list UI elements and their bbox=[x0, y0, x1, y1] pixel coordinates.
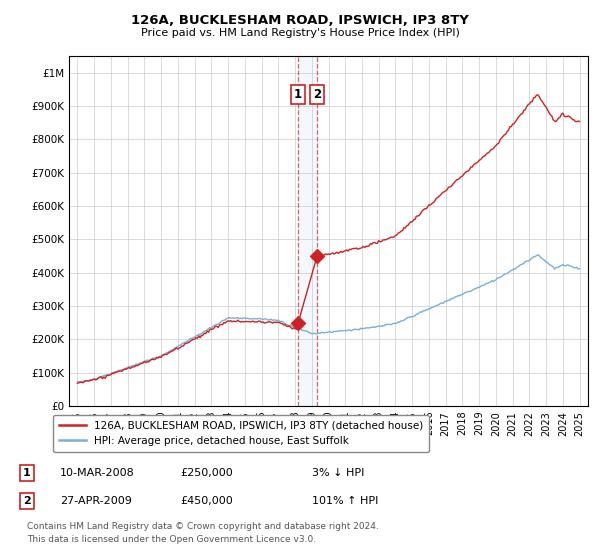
Bar bbox=[298, 56, 317, 406]
Text: Contains HM Land Registry data © Crown copyright and database right 2024.: Contains HM Land Registry data © Crown c… bbox=[27, 522, 379, 531]
Text: 2: 2 bbox=[313, 88, 321, 101]
Text: 1: 1 bbox=[294, 88, 302, 101]
Text: £450,000: £450,000 bbox=[180, 496, 233, 506]
Text: Price paid vs. HM Land Registry's House Price Index (HPI): Price paid vs. HM Land Registry's House … bbox=[140, 28, 460, 38]
Legend: 126A, BUCKLESHAM ROAD, IPSWICH, IP3 8TY (detached house), HPI: Average price, de: 126A, BUCKLESHAM ROAD, IPSWICH, IP3 8TY … bbox=[53, 414, 430, 452]
Text: 1: 1 bbox=[23, 468, 31, 478]
Text: 101% ↑ HPI: 101% ↑ HPI bbox=[312, 496, 379, 506]
Text: This data is licensed under the Open Government Licence v3.0.: This data is licensed under the Open Gov… bbox=[27, 535, 316, 544]
Text: 27-APR-2009: 27-APR-2009 bbox=[60, 496, 132, 506]
Point bbox=[313, 251, 322, 260]
Text: 3% ↓ HPI: 3% ↓ HPI bbox=[312, 468, 364, 478]
Text: 10-MAR-2008: 10-MAR-2008 bbox=[60, 468, 135, 478]
Text: 126A, BUCKLESHAM ROAD, IPSWICH, IP3 8TY: 126A, BUCKLESHAM ROAD, IPSWICH, IP3 8TY bbox=[131, 14, 469, 27]
Text: 2: 2 bbox=[23, 496, 31, 506]
Point bbox=[293, 318, 303, 327]
Text: £250,000: £250,000 bbox=[180, 468, 233, 478]
